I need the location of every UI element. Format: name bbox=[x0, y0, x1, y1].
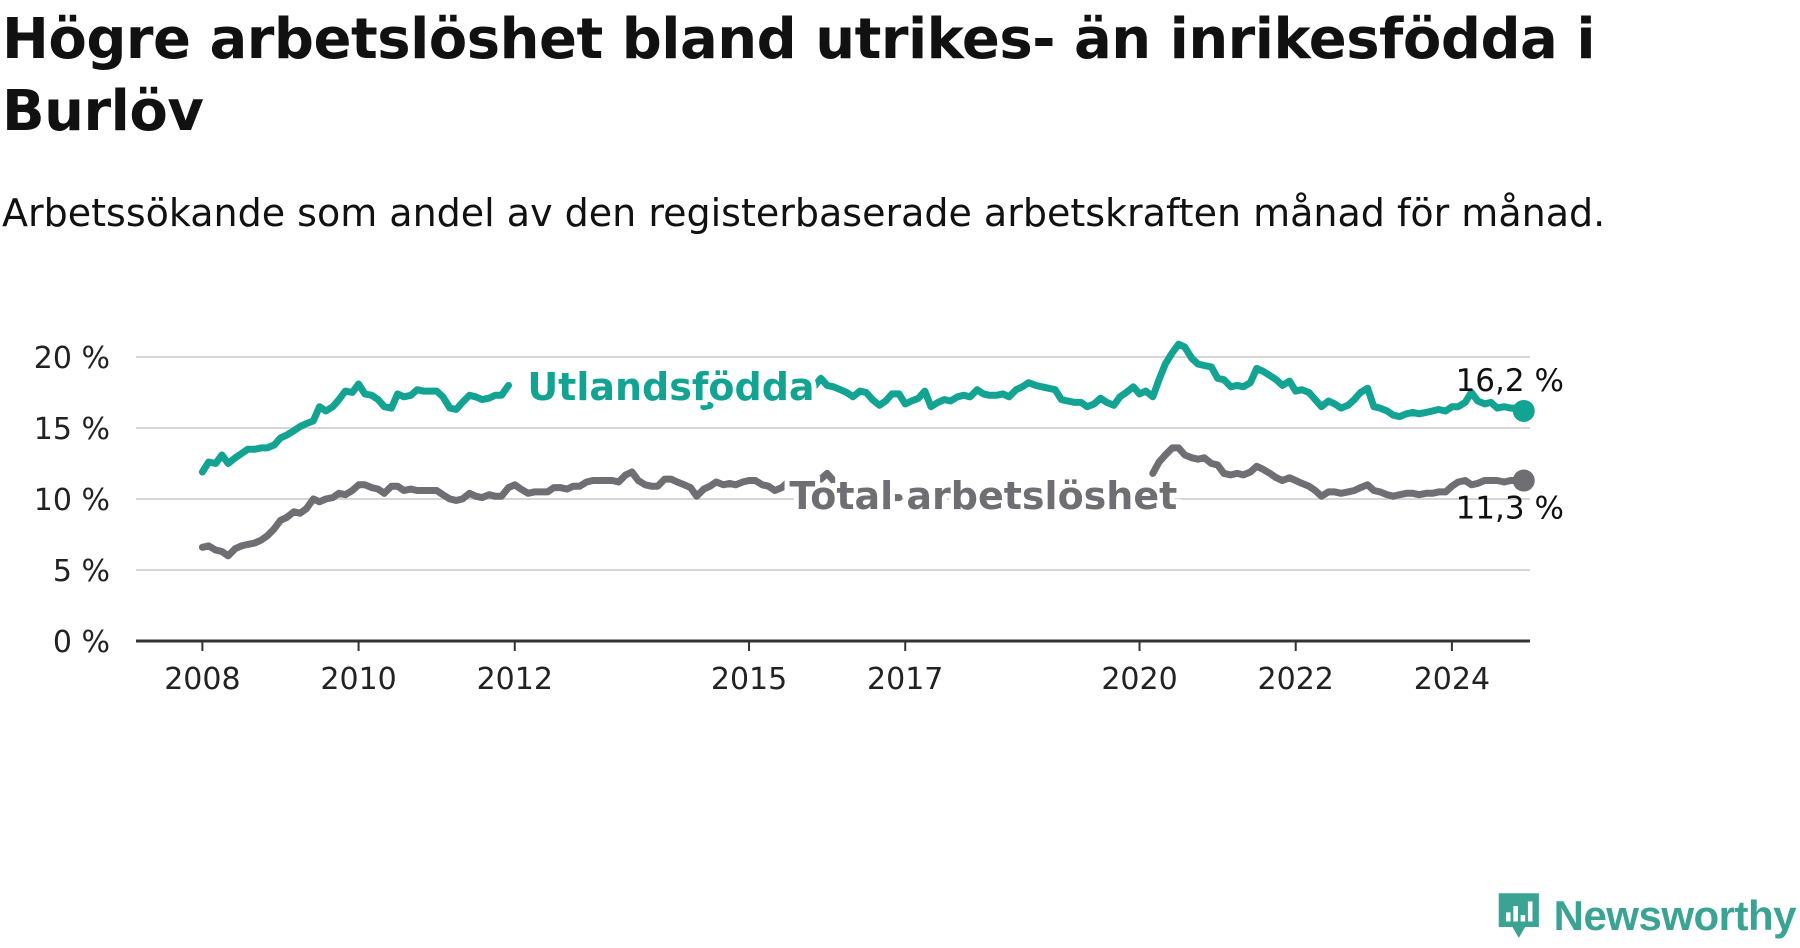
series-lines bbox=[198, 340, 1528, 560]
y-axis-ticks: 0 % 5 % 10 % 15 % 20 % bbox=[34, 341, 110, 660]
chart-title: Högre arbetslöshet bland utrikes- än inr… bbox=[2, 7, 1596, 144]
series-line bbox=[771, 340, 1528, 421]
end-value-label: 11,3 % bbox=[1456, 491, 1564, 527]
x-tick-label: 2015 bbox=[711, 662, 787, 697]
x-tick-label: 2020 bbox=[1101, 662, 1177, 697]
y-tick-label: 15 % bbox=[34, 412, 110, 447]
series-label: Total arbetslöshet bbox=[789, 474, 1177, 518]
chart-subtitle: Arbetssökande som andel av den registerb… bbox=[2, 191, 1606, 235]
y-tick-label: 5 % bbox=[53, 554, 110, 589]
y-tick-label: 0 % bbox=[53, 625, 110, 660]
x-tick-label: 2008 bbox=[164, 662, 240, 697]
series-labels: Utlandsfödda Total arbetslöshet bbox=[522, 360, 1182, 523]
newsworthy-logo-icon bbox=[1498, 893, 1539, 938]
brand-name: Newsworthy bbox=[1553, 892, 1797, 939]
series-label: Utlandsfödda bbox=[527, 365, 814, 409]
y-tick-label: 10 % bbox=[34, 483, 110, 518]
series-line bbox=[198, 380, 512, 476]
x-axis-ticks: 2008 2010 2012 2015 2017 2020 2022 2024 bbox=[164, 641, 1490, 697]
x-tick-label: 2010 bbox=[320, 662, 396, 697]
brand-logo: Newsworthy bbox=[1496, 888, 1797, 944]
x-tick-label: 2024 bbox=[1414, 662, 1490, 697]
x-tick-label: 2022 bbox=[1258, 662, 1334, 697]
series-line bbox=[700, 401, 714, 411]
y-tick-label: 20 % bbox=[34, 341, 110, 376]
gridlines bbox=[136, 356, 1530, 571]
end-point bbox=[1512, 469, 1535, 492]
end-markers: 16,2 % 11,3 % bbox=[1456, 363, 1564, 527]
x-tick-label: 2017 bbox=[867, 662, 943, 697]
series-line bbox=[198, 468, 903, 560]
series-line bbox=[1149, 444, 1528, 500]
end-value-label: 16,2 % bbox=[1456, 363, 1564, 399]
end-point bbox=[1512, 399, 1535, 422]
x-tick-label: 2012 bbox=[477, 662, 553, 697]
